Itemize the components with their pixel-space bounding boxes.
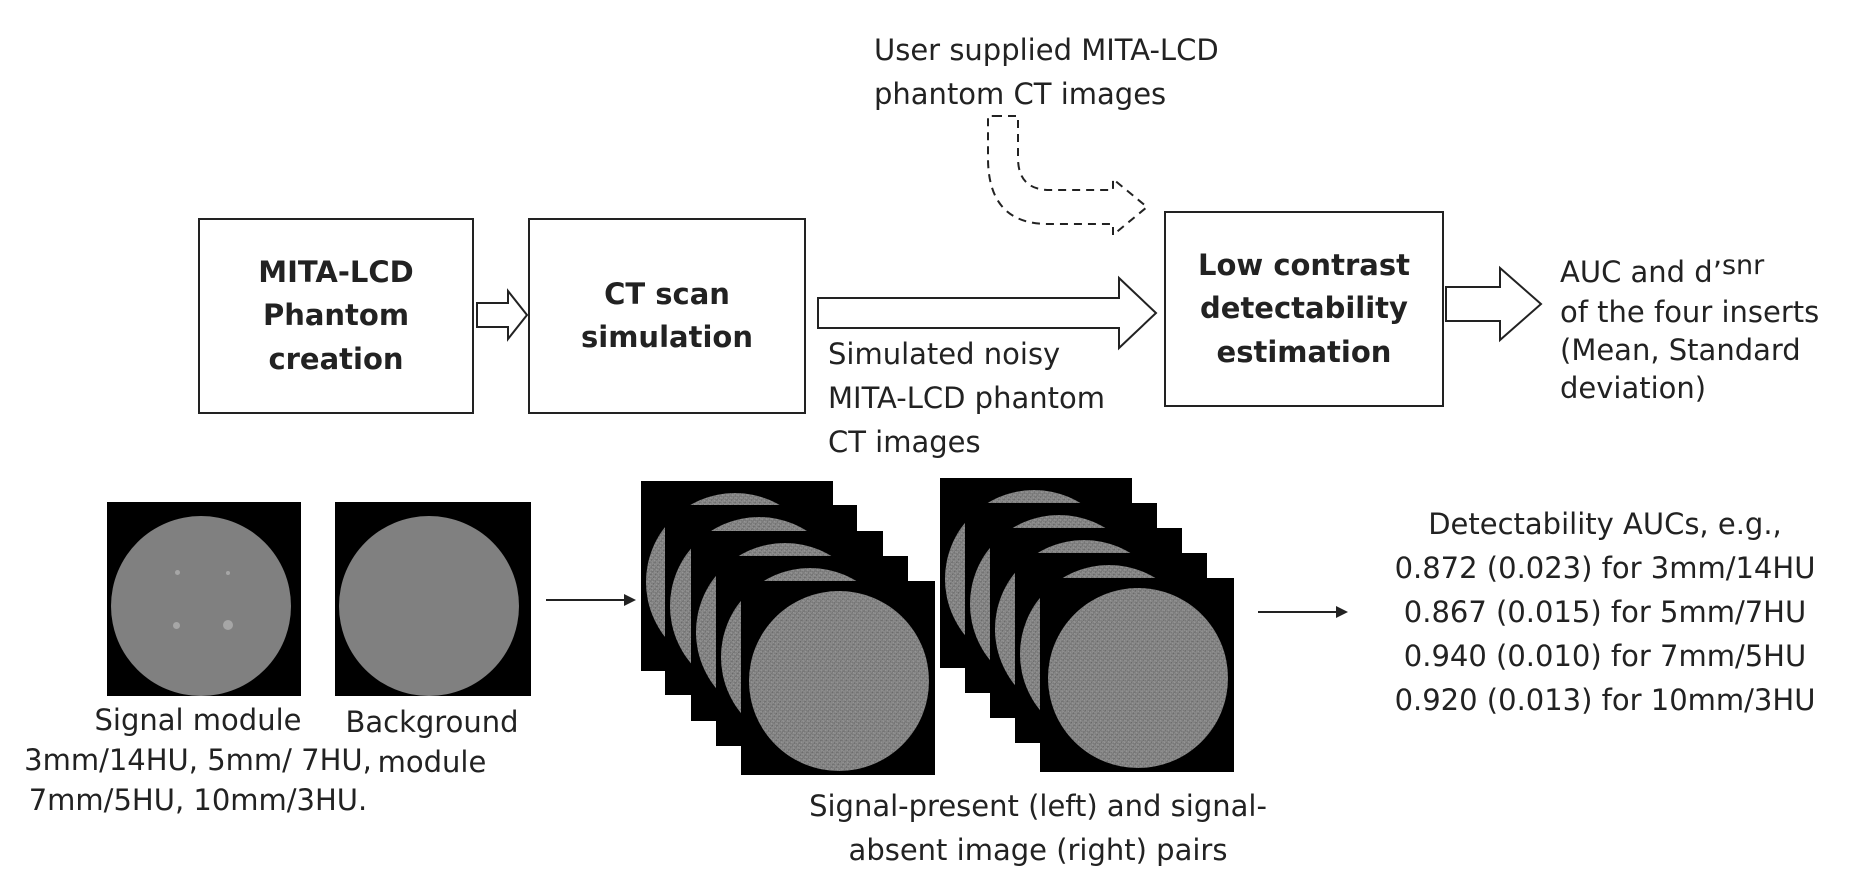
- result-line: 0.920 (0.013) for 10mm/3HU: [1394, 683, 1816, 717]
- signal-present-image: [741, 581, 935, 775]
- result-line: 0.867 (0.015) for 5mm/7HU: [1403, 595, 1807, 629]
- results-header: Detectability AUCs, e.g.,: [1428, 507, 1782, 541]
- signal-absent-image: [1040, 578, 1234, 772]
- output-snr-subscript: snr: [1721, 250, 1765, 281]
- background-module-label: Background module: [345, 705, 519, 779]
- signal-module-label: Signal module 3mm/14HU, 5mm/ 7HU, 7mm/5H…: [24, 703, 372, 817]
- dashed-curved-arrow: [987, 115, 1149, 238]
- signal-insert: [173, 622, 180, 629]
- signal-insert: [223, 620, 233, 630]
- lcd-estimation-box: Low contrast detectability estimation: [1164, 211, 1444, 407]
- result-line: 0.872 (0.023) for 3mm/14HU: [1394, 551, 1816, 585]
- background-module-image: [335, 502, 531, 696]
- signal-module-image: [107, 502, 301, 696]
- image-pairs-caption: Signal-present (left) and signal- absent…: [809, 789, 1267, 867]
- arrow-lcd-to-output: [1445, 265, 1543, 343]
- signal-insert: [175, 570, 180, 575]
- signal-insert: [226, 571, 230, 575]
- phantom-disk: [111, 516, 291, 696]
- arrow-ct-to-lcd: [817, 275, 1158, 351]
- simulated-noisy-label: Simulated noisy MITA-LCD phantom CT imag…: [828, 337, 1105, 459]
- output-auc-label: AUC and d’: [1560, 255, 1722, 289]
- ct-scan-simulation-box: CT scan simulation: [528, 218, 806, 414]
- result-line: 0.940 (0.010) for 7mm/5HU: [1403, 639, 1807, 673]
- output-description: AUC and d’snr of the four inserts (Mean,…: [1560, 250, 1820, 407]
- output-rest-label: of the four inserts (Mean, Standard devi…: [1560, 295, 1820, 405]
- phantom-disk: [339, 516, 519, 696]
- user-supplied-label: User supplied MITA-LCD phantom CT images: [874, 33, 1219, 111]
- arrow-phantom-to-ct: [476, 288, 529, 342]
- phantom-creation-box: MITA-LCD Phantom creation: [198, 218, 474, 414]
- detectability-results: Detectability AUCs, e.g., 0.872 (0.023) …: [1370, 502, 1840, 722]
